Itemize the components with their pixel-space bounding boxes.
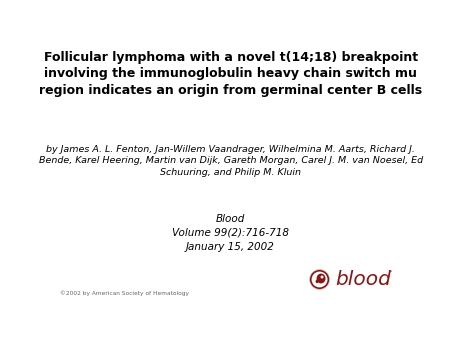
Ellipse shape [315,280,319,283]
Text: Follicular lymphoma with a novel t(14;18) breakpoint
involving the immunoglobuli: Follicular lymphoma with a novel t(14;18… [39,51,422,97]
Ellipse shape [311,271,328,287]
Text: by James A. L. Fenton, Jan-Willem Vaandrager, Wilhelmina M. Aarts, Richard J.
Be: by James A. L. Fenton, Jan-Willem Vaandr… [39,145,423,177]
Text: ©2002 by American Society of Hematology: ©2002 by American Society of Hematology [60,290,189,296]
Ellipse shape [310,270,329,289]
Text: ™: ™ [387,270,392,275]
Ellipse shape [316,273,325,284]
Text: blood: blood [335,270,391,289]
Text: Blood
Volume 99(2):716-718
January 15, 2002: Blood Volume 99(2):716-718 January 15, 2… [172,214,289,251]
Ellipse shape [320,275,324,279]
